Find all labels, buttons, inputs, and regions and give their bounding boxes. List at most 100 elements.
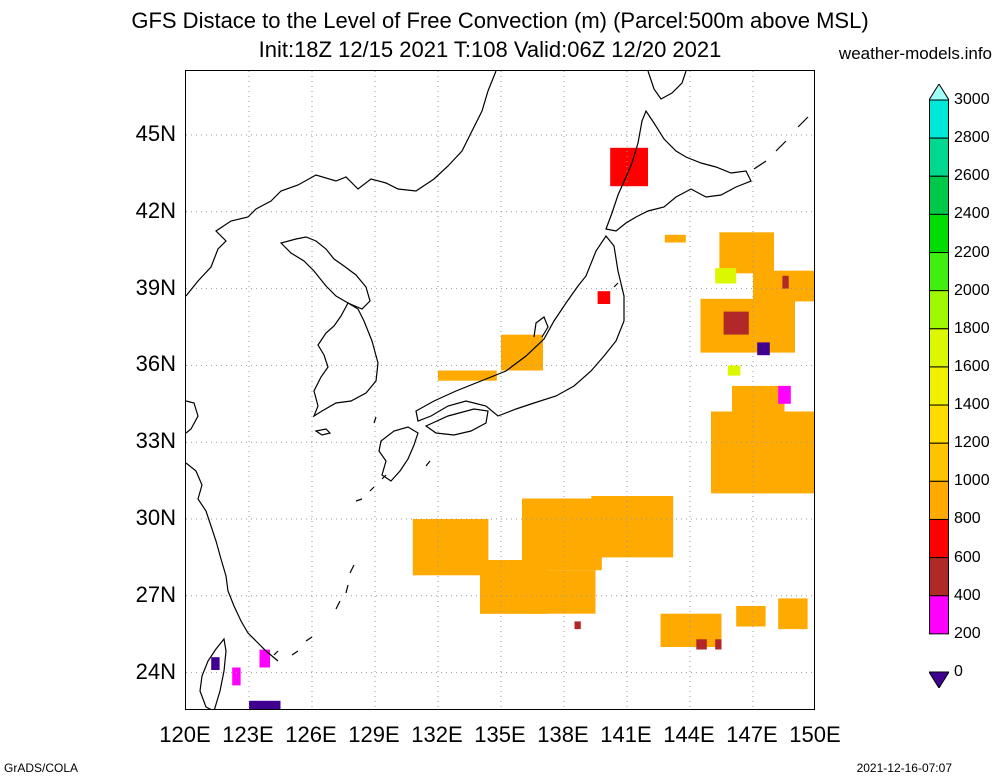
lfc-region: [597, 291, 611, 304]
lfc-region: [522, 498, 602, 571]
lfc-region: [736, 606, 766, 627]
latitude-label: 42N: [135, 197, 176, 223]
latitude-label: 33N: [135, 428, 176, 454]
jeju-island: [314, 428, 332, 436]
lfc-region: [249, 700, 281, 709]
colorbar-label: 2400: [954, 205, 990, 223]
colorbar-swatch: [929, 137, 949, 177]
china-east-coast: [186, 400, 199, 434]
lfc-region: [259, 649, 270, 668]
lfc-region: [715, 639, 722, 650]
lfc-region: [591, 496, 674, 558]
lfc-region: [412, 519, 489, 576]
colorbar: [929, 84, 949, 688]
coastlines: [186, 71, 809, 709]
longitude-label: 150E: [789, 722, 841, 747]
lfc-region: [757, 342, 770, 356]
lfc-region: [778, 598, 808, 630]
colorbar-swatch: [929, 213, 949, 254]
colorbar-label: 400: [954, 586, 981, 604]
map-panel: [185, 70, 815, 710]
latitude-label: 36N: [135, 351, 176, 377]
sakhalin-coast: [647, 71, 687, 100]
site-credit: weather-models.info: [838, 44, 992, 63]
lfc-region: [782, 275, 789, 289]
colorbar-label: 2800: [954, 129, 990, 147]
lfc-region: [574, 621, 581, 630]
colorbar-label: 200: [954, 624, 981, 642]
colorbar-label: 600: [954, 548, 981, 566]
latitude-label: 45N: [135, 121, 176, 146]
colorbar-label: 2200: [954, 243, 990, 261]
map-subtitle: Init:18Z 12/15 2021 T:108 Valid:06Z 12/2…: [258, 37, 722, 62]
latitude-label: 39N: [135, 274, 176, 300]
lfc-field: [211, 147, 814, 709]
colorbar-top-arrow: [929, 84, 949, 101]
lfc-region: [778, 385, 791, 404]
colorbar-label: 1000: [954, 472, 990, 490]
colorbar-label: 0: [954, 663, 963, 680]
lfc-region: [610, 147, 648, 187]
colorbar-swatch: [929, 557, 949, 597]
colorbar-swatch: [929, 518, 949, 559]
korea-coast: [312, 302, 379, 418]
colorbar-swatch: [929, 480, 949, 520]
colorbar-label: 2000: [954, 281, 990, 299]
latitude-label: 24N: [135, 658, 176, 684]
kyushu-coast: [378, 426, 419, 482]
colorbar-label: 1600: [954, 357, 990, 375]
longitude-label: 147E: [726, 722, 778, 747]
lfc-region: [696, 639, 707, 650]
small-islets: [373, 282, 619, 467]
colorbar-label: 2600: [954, 167, 990, 185]
kuril-islands: [753, 116, 809, 170]
noto-peninsula: [533, 316, 549, 338]
taiwan-coast: [199, 637, 227, 709]
lfc-region: [732, 385, 785, 417]
china-south-coast: [186, 462, 279, 662]
lfc-region: [438, 370, 497, 381]
longitude-label: 138E: [537, 722, 589, 747]
footer-software: GrADS/COLA: [4, 761, 79, 775]
colorbar-swatch: [929, 175, 949, 215]
lfc-region: [715, 268, 737, 284]
shikoku-coast: [424, 408, 489, 436]
footer-timestamp: 2021-12-16-07:07: [856, 761, 952, 775]
mainland-coast: [186, 71, 497, 297]
lfc-region: [211, 657, 220, 670]
colorbar-swatch: [929, 290, 949, 330]
colorbar-label: 1800: [954, 319, 990, 337]
colorbar-swatch: [929, 442, 949, 482]
lfc-region: [723, 311, 749, 335]
colorbar-label: 800: [954, 510, 981, 528]
longitude-label: 129E: [348, 722, 400, 747]
lfc-region: [719, 232, 774, 274]
latitude-label: 27N: [135, 581, 176, 607]
colorbar-swatch: [929, 252, 949, 292]
longitude-label: 132E: [411, 722, 463, 747]
longitude-label: 144E: [663, 722, 715, 747]
liaodong-coast: [279, 236, 371, 310]
colorbar-swatch: [929, 366, 949, 406]
longitude-label: 123E: [222, 722, 274, 747]
colorbar-label: 1400: [954, 396, 990, 414]
colorbar-label: 1200: [954, 434, 990, 452]
hokkaido-coast: [605, 109, 752, 232]
colorbar-label: 3000: [954, 91, 990, 108]
lfc-region: [501, 334, 543, 371]
lfc-region: [711, 411, 814, 494]
ryukyu-islands: [273, 474, 387, 656]
map-title: GFS Distace to the Level of Free Convect…: [131, 8, 869, 33]
lfc-region: [660, 613, 722, 647]
colorbar-swatch: [929, 595, 949, 635]
colorbar-swatch: [929, 99, 949, 139]
lfc-region: [232, 667, 241, 686]
longitude-label: 126E: [285, 722, 337, 747]
longitude-label: 135E: [474, 722, 526, 747]
latitude-label: 30N: [135, 505, 176, 530]
longitude-label: 141E: [600, 722, 652, 747]
honshu-coast: [415, 234, 625, 422]
colorbar-swatch: [929, 328, 949, 368]
longitude-label: 120E: [159, 722, 211, 747]
lfc-region: [664, 234, 686, 243]
